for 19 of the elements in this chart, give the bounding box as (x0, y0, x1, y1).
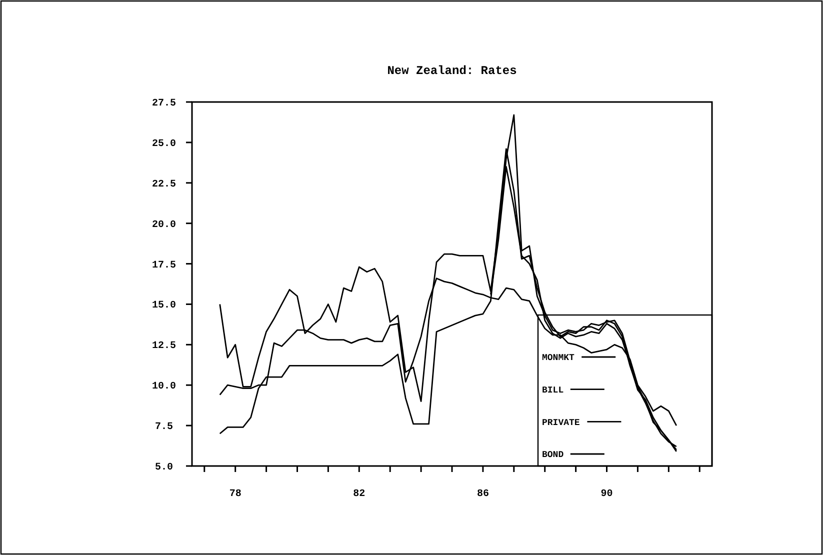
y-tick-label: 27.5 (152, 98, 176, 110)
y-tick-label: 17.5 (152, 260, 176, 272)
legend-label: BOND (542, 450, 564, 460)
legend-label: BILL (542, 385, 564, 396)
chart-title: New Zealand: Rates (387, 64, 517, 78)
y-tick-label: 12.5 (152, 341, 176, 352)
y-tick-label: 22.5 (152, 179, 176, 190)
x-tick-label: 86 (476, 489, 489, 500)
y-tick-label: 15.0 (152, 300, 176, 312)
legend-label: MONMKT (542, 353, 576, 364)
y-tick-label: 25.0 (152, 138, 176, 150)
legend-label: PRIVATE (542, 418, 580, 428)
y-tick-label: 20.0 (152, 220, 176, 231)
y-tick-label: 7.5 (154, 422, 174, 434)
y-tick-label: 5.0 (154, 462, 174, 474)
x-tick-label: 90 (600, 489, 613, 500)
x-tick-label: 78 (229, 489, 242, 500)
x-tick-label: 82 (353, 489, 366, 500)
y-tick-label: 10.0 (152, 382, 176, 393)
